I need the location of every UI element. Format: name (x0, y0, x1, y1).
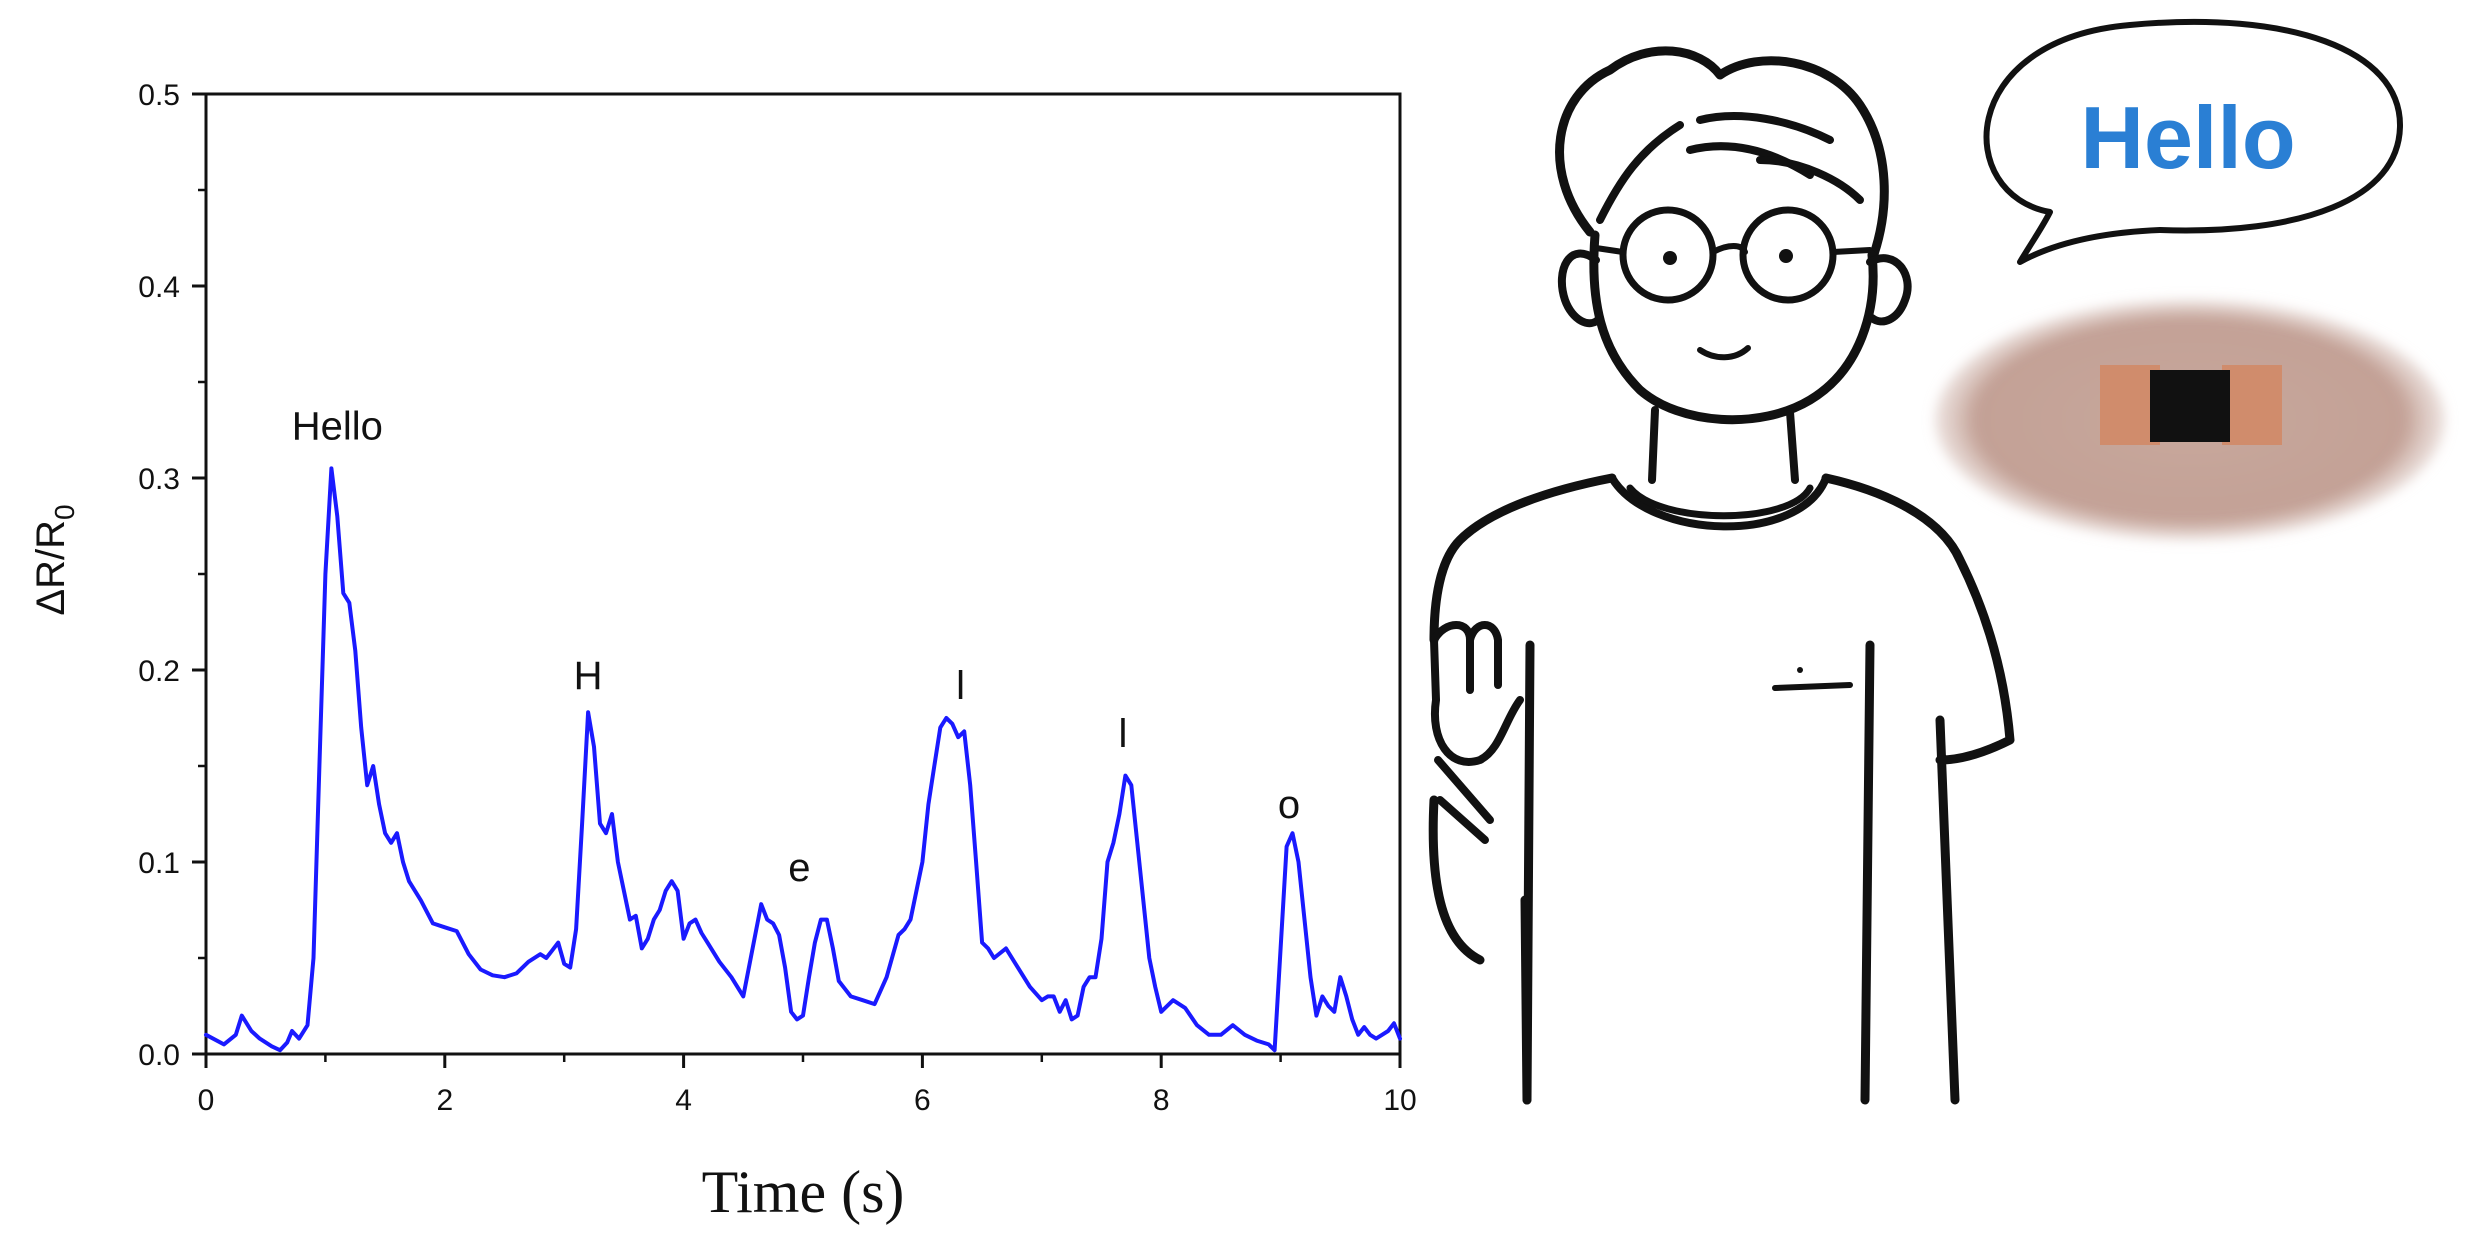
x-tick-label: 8 (1153, 1084, 1170, 1117)
shirt-outline (1429, 473, 2015, 1105)
hair-strand-left (1596, 121, 1684, 224)
person-illustration (1428, 46, 2015, 1105)
glasses (1593, 206, 1873, 304)
y-tick-label: 0.1 (138, 847, 180, 880)
peak-label: l (1119, 712, 1128, 756)
hair (1555, 46, 1889, 265)
x-tick-label: 6 (914, 1084, 931, 1117)
plot-frame (204, 92, 1402, 1056)
hair-strand-top (1696, 112, 1834, 144)
y-tick-label: 0.3 (138, 463, 180, 496)
pocket-dot (1797, 667, 1803, 673)
y-tick-label: 0.2 (138, 655, 180, 688)
speech-bubble: Hello (1983, 18, 2403, 265)
peak-label: l (956, 664, 965, 708)
series-line-0 (204, 466, 1402, 1053)
x-axis-ticks (204, 1054, 1402, 1068)
y-axis-title-subscript: 0 (49, 504, 80, 520)
right-ear (1866, 254, 1912, 326)
y-axis-title: ΔR/R0 (29, 504, 80, 615)
shirt-pocket (1772, 682, 1853, 691)
y-axis-ticks (192, 92, 206, 1056)
shirt-right-side (1860, 640, 1875, 1105)
right-eye (1779, 249, 1793, 263)
peak-label: H (574, 654, 603, 698)
x-tick-label: 4 (675, 1084, 692, 1117)
sensor-film (2150, 370, 2230, 442)
y-tick-label: 0.5 (138, 79, 180, 112)
y-tick-label: 0.4 (138, 271, 180, 304)
right-electrode (2222, 365, 2282, 445)
neck (1648, 406, 1799, 484)
y-axis-tick-labels: 0.0 0.1 0.2 0.3 0.4 0.5 (138, 79, 180, 1072)
x-axis-title: Time (s) (702, 1159, 905, 1225)
left-ear (1557, 249, 1604, 328)
y-tick-label: 0.0 (138, 1039, 180, 1072)
raised-hand (1430, 621, 1524, 844)
speech-bubble-text: Hello (2080, 88, 2295, 187)
shirt-collar-inner (1626, 484, 1814, 520)
throat-sensor-photo (1935, 300, 2445, 540)
x-tick-label: 0 (198, 1084, 215, 1117)
mouth (1697, 345, 1751, 361)
arm (1428, 795, 1532, 1105)
series-layer (204, 466, 1402, 1053)
hair-strand-right (1756, 156, 1864, 204)
x-tick-label: 2 (436, 1084, 453, 1117)
y-axis-title-main: ΔR/R (29, 520, 73, 616)
peak-label: e (788, 846, 810, 890)
x-tick-label: 10 (1383, 1084, 1416, 1117)
peak-label: Hello (292, 405, 383, 449)
shirt-collar (1608, 474, 1830, 531)
peak-label: o (1278, 783, 1300, 827)
x-axis-tick-labels: 0 2 4 6 8 10 (198, 1084, 1417, 1117)
left-eye (1663, 251, 1677, 265)
